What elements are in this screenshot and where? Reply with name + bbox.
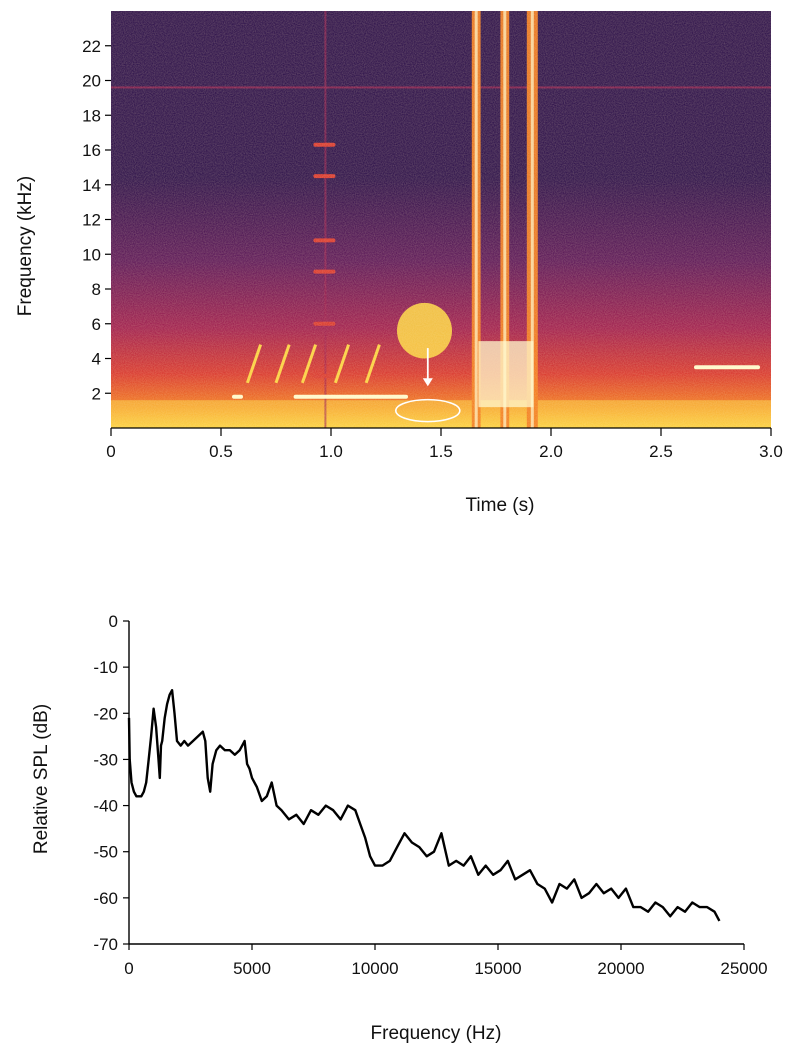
spl-y-tick-label: -20 <box>93 704 118 723</box>
noise-overlay <box>111 11 771 428</box>
y-tick-label: 2 <box>92 384 101 403</box>
x-tick-label: 2.5 <box>649 442 673 461</box>
spectrogram-y-axis-title: Frequency (kHz) <box>15 176 36 316</box>
y-tick-label: 16 <box>82 141 101 160</box>
spectrogram-annotations <box>394 348 461 423</box>
y-tick-label: 14 <box>82 176 101 195</box>
y-tick-label: 4 <box>92 350 101 369</box>
spectrogram-heat <box>111 11 771 428</box>
spl-x-tick-label: 25000 <box>720 959 767 978</box>
spl-y-tick-label: -30 <box>93 750 118 769</box>
x-tick-label: 3.0 <box>759 442 783 461</box>
spl-y-tick-label: -40 <box>93 797 118 816</box>
x-tick-label: 0.5 <box>209 442 233 461</box>
spl-y-tick-label: -50 <box>93 843 118 862</box>
spl-x-tick-label: 0 <box>124 959 133 978</box>
highlight-ellipse <box>394 398 461 423</box>
spl-y-tick-label: 0 <box>109 612 118 631</box>
spl-y-tick-label: -10 <box>93 658 118 677</box>
spl-axes: 0 -10 -20 -30 -40 -50 -60 -70 0 5000 10000 15000 200… <box>93 612 767 978</box>
spl-series-line <box>127 689 721 922</box>
spl-x-tick-label: 15000 <box>474 959 521 978</box>
spl-y-axis-title: Relative SPL (dB) <box>31 704 52 854</box>
y-tick-label: 8 <box>92 280 101 299</box>
y-tick-label: 18 <box>82 106 101 125</box>
y-tick-label: 22 <box>82 37 101 56</box>
spl-x-tick-label: 10000 <box>351 959 398 978</box>
spl-x-axis-title: Frequency (Hz) <box>371 1023 502 1044</box>
spectrogram-panel: 0 0.5 1.0 1.5 2.0 2.5 3.0 2 4 6 8 10 12 14 16 18 20 22 Ti… <box>15 11 783 516</box>
y-tick-label: 20 <box>82 72 101 91</box>
spl-y-tick-label: -60 <box>93 889 118 908</box>
spectrogram-x-axis-title: Time (s) <box>466 495 535 516</box>
x-tick-label: 2.0 <box>539 442 563 461</box>
spl-y-tick-label: -70 <box>93 935 118 954</box>
y-tick-label: 10 <box>82 245 101 264</box>
y-tick-label: 6 <box>92 315 101 334</box>
y-tick-label: 12 <box>82 211 101 230</box>
x-tick-label: 1.0 <box>319 442 343 461</box>
spl-x-tick-label: 20000 <box>597 959 644 978</box>
arrow-head <box>422 378 433 387</box>
spectrogram-axes: 0 0.5 1.0 1.5 2.0 2.5 3.0 2 4 6 8 10 12 14 16 18 20 22 <box>82 37 783 461</box>
x-tick-label: 0 <box>106 442 115 461</box>
spl-x-tick-label: 5000 <box>233 959 271 978</box>
x-tick-label: 1.5 <box>429 442 453 461</box>
spl-panel: 0 -10 -20 -30 -40 -50 -60 -70 0 5000 10000 15000 200… <box>31 612 768 1044</box>
